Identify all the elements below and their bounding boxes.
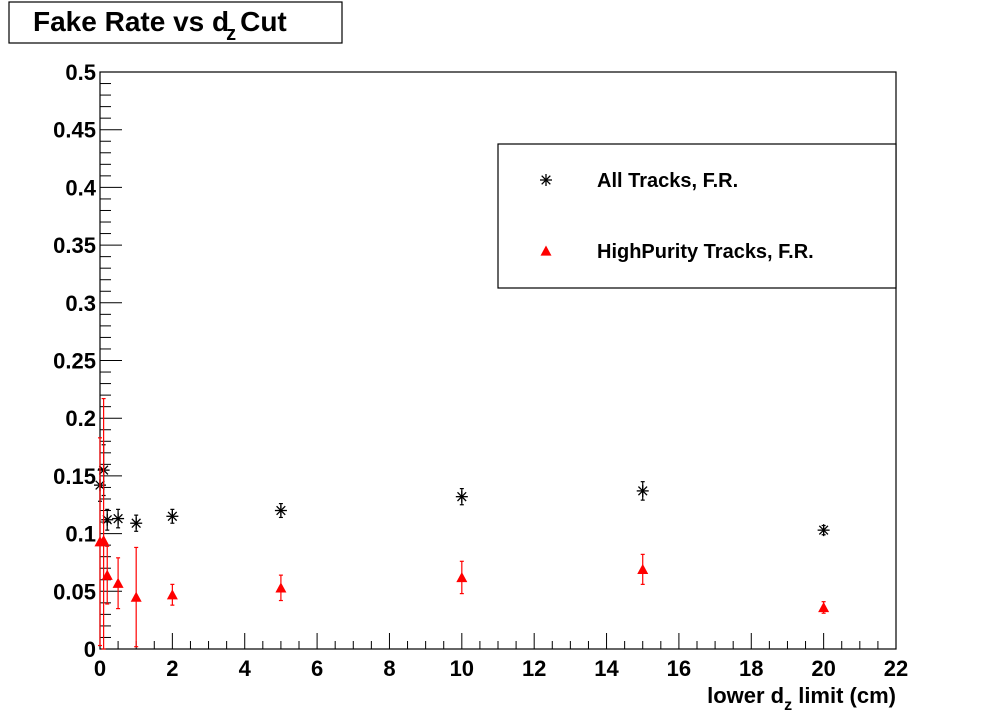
title-frame bbox=[8, 1, 343, 44]
triangle-marker bbox=[637, 563, 649, 575]
y-tick-label: 0 bbox=[84, 637, 96, 662]
marker-stroke bbox=[102, 514, 113, 525]
y-tick-label: 0.05 bbox=[53, 579, 96, 604]
y-tick-label: 0.5 bbox=[65, 60, 96, 85]
x-tick-label: 16 bbox=[667, 656, 691, 681]
triangle-marker bbox=[130, 591, 142, 602]
x-tick-label: 0 bbox=[94, 656, 106, 681]
x-tick-label: 18 bbox=[739, 656, 763, 681]
asterisk-marker bbox=[112, 512, 125, 525]
chart-title: Fake Rate vs dz Cut bbox=[33, 6, 287, 45]
x-tick-label: 14 bbox=[594, 656, 619, 681]
x-axis-title: lower dz limit (cm) bbox=[707, 683, 896, 714]
asterisk-marker bbox=[130, 517, 143, 530]
asterisk-marker bbox=[455, 490, 468, 503]
x-tick-label: 2 bbox=[166, 656, 178, 681]
legend-label: All Tracks, F.R. bbox=[597, 170, 738, 192]
series-0 bbox=[94, 444, 830, 537]
y-tick-label: 0.15 bbox=[53, 464, 96, 489]
x-tick-label: 8 bbox=[383, 656, 395, 681]
x-tick-label: 4 bbox=[239, 656, 252, 681]
y-axis: 0 0.05 0.1 0.15 0.2 0.25 0.3 0.35 0.4 0.45 0.5 bbox=[53, 60, 122, 662]
asterisk-marker bbox=[636, 484, 649, 497]
marker-stroke bbox=[131, 518, 141, 528]
marker-stroke bbox=[457, 491, 467, 502]
series-layer bbox=[94, 397, 830, 650]
triangle-marker bbox=[540, 245, 552, 256]
marker-stroke bbox=[818, 525, 829, 535]
y-tick-label: 0.3 bbox=[65, 291, 96, 316]
asterisk-marker bbox=[817, 524, 830, 537]
triangle-marker bbox=[275, 582, 287, 593]
marker-stroke bbox=[541, 175, 551, 185]
legend: All Tracks, F.R. HighPurity Tracks, F.R. bbox=[497, 143, 897, 289]
triangle-marker bbox=[112, 577, 124, 588]
marker-stroke bbox=[637, 486, 648, 496]
x-tick-label: 20 bbox=[811, 656, 835, 681]
y-tick-label: 0.2 bbox=[65, 406, 96, 431]
x-tick-label: 12 bbox=[522, 656, 546, 681]
y-tick-label: 0.4 bbox=[65, 175, 96, 200]
legend-item: HighPurity Tracks, F.R. bbox=[540, 241, 814, 263]
y-tick-label: 0.45 bbox=[53, 118, 96, 143]
triangle-marker bbox=[98, 535, 110, 546]
marker-stroke bbox=[113, 513, 123, 524]
y-tick-label: 0.1 bbox=[65, 522, 96, 547]
x-tick-label: 22 bbox=[884, 656, 908, 681]
y-tick-label: 0.25 bbox=[53, 349, 96, 374]
triangle-marker bbox=[456, 571, 468, 583]
legend-label: HighPurity Tracks, F.R. bbox=[597, 241, 814, 263]
asterisk-marker bbox=[274, 504, 287, 517]
series-1 bbox=[94, 397, 830, 650]
y-tick-label: 0.35 bbox=[53, 233, 96, 258]
legend-frame bbox=[497, 143, 897, 289]
legend-item: All Tracks, F.R. bbox=[540, 170, 738, 192]
marker-stroke bbox=[276, 505, 286, 516]
marker-stroke bbox=[167, 511, 178, 522]
triangle-marker bbox=[101, 569, 113, 580]
title-box: Fake Rate vs dz Cut bbox=[8, 1, 343, 45]
x-axis: 0 2 4 6 8 10 12 14 16 18 20 22 bbox=[94, 633, 908, 681]
x-tick-label: 6 bbox=[311, 656, 323, 681]
triangle-marker bbox=[166, 589, 178, 600]
triangle-marker bbox=[818, 601, 830, 613]
asterisk-marker bbox=[166, 510, 179, 523]
asterisk-marker bbox=[540, 174, 552, 186]
x-tick-label: 10 bbox=[450, 656, 474, 681]
